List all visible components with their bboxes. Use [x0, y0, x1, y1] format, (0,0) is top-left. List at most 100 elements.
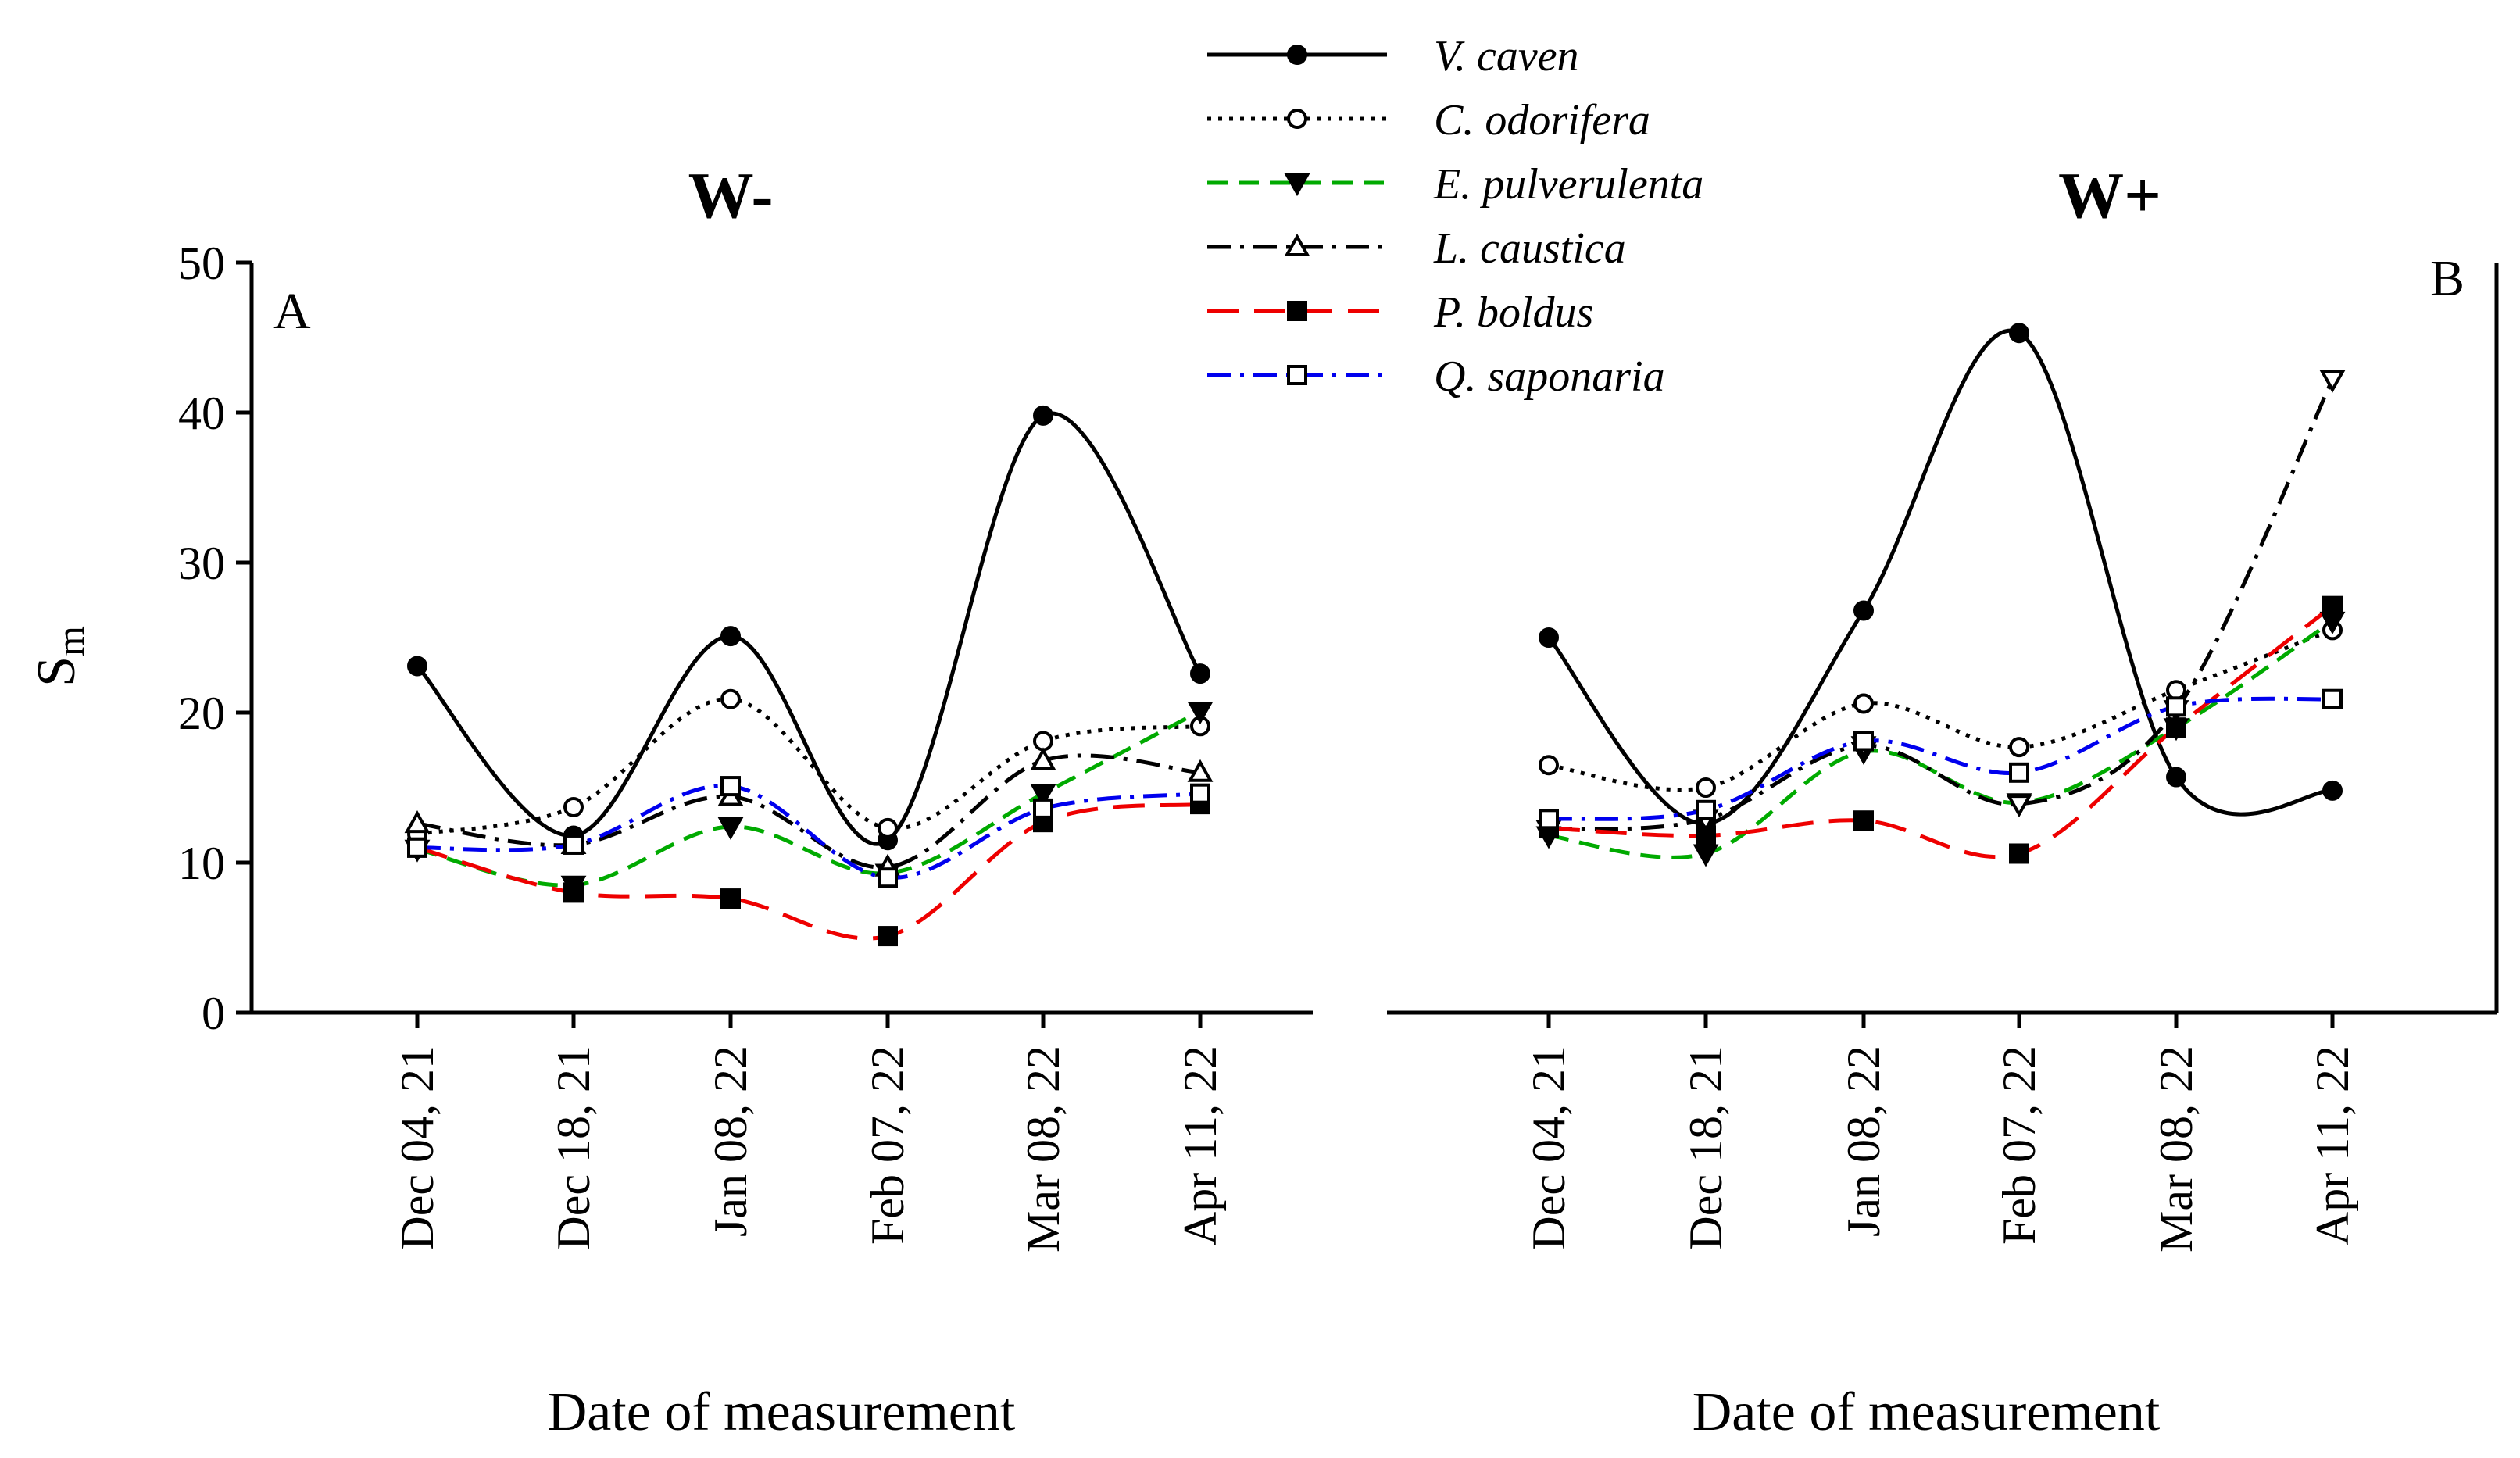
series-line-b-3: [1548, 378, 2335, 832]
legend-label-2: E. pulverulenta: [1433, 160, 1703, 209]
panel-a-series: [404, 405, 1214, 947]
panel-b-x-axis-title: Date of measurement: [1693, 1382, 2161, 1442]
data-point-b-2-1: [1693, 844, 1719, 867]
data-point-a-5-2: [720, 776, 741, 797]
panel-a-x-axis-title: Date of measurement: [548, 1382, 1016, 1442]
y-axis-title-main: S: [27, 656, 87, 687]
data-point-a-5-4: [1033, 798, 1053, 819]
data-point-a-0-5: [1190, 663, 1210, 684]
data-point-b-0-2: [1853, 600, 1874, 621]
data-point-a-5-1: [563, 834, 584, 855]
data-point-a-4-2: [720, 888, 741, 909]
data-point-b-4-5: [2322, 595, 2343, 616]
data-point-a-3-0: [404, 810, 431, 834]
data-point-b-1-1: [1696, 777, 1716, 798]
data-point-b-3-5: [2319, 370, 2346, 393]
data-point-a-2-5: [1187, 702, 1214, 725]
series-line-b-2: [1548, 619, 2334, 859]
panel-a-x-ticks: Dec 04, 21 Dec 18, 21 Jan 08, 22 Feb 07, 22…: [391, 1013, 1226, 1253]
data-point-a-0-0: [407, 656, 427, 677]
data-point-b-5-3: [2009, 762, 2029, 783]
panel-a-title: W-: [688, 159, 774, 232]
data-point-a-1-3: [878, 817, 898, 838]
data-point-a-2-2: [717, 817, 744, 840]
data-point-a-1-2: [720, 688, 741, 709]
y-tick-label: 30: [178, 538, 225, 589]
data-point-b-0-3: [2009, 323, 2029, 344]
series-line-b-5: [1548, 696, 2333, 821]
legend-label-5: Q. saponaria: [1434, 352, 1665, 401]
x-tick-label: Feb 07, 22: [862, 1045, 913, 1245]
x-tick-label: Apr 11, 22: [1174, 1045, 1226, 1245]
data-point-b-1-3: [2009, 737, 2029, 758]
data-point-b-5-1: [1696, 799, 1716, 820]
series-line-b-1: [1548, 628, 2333, 792]
data-point-b-5-2: [1853, 731, 1874, 752]
x-tick-label: Dec 18, 21: [1680, 1045, 1732, 1250]
data-point-b-4-3: [2009, 843, 2029, 864]
y-tick-label: 50: [178, 238, 225, 289]
x-tick-label: Mar 08, 22: [2150, 1045, 2202, 1253]
data-point-b-4-4: [2166, 717, 2186, 738]
legend-marker-4: [1287, 301, 1307, 321]
data-point-a-5-0: [407, 837, 427, 858]
x-tick-label: Feb 07, 22: [1993, 1045, 2045, 1245]
data-point-a-5-3: [878, 867, 898, 888]
series-line-a-1: [416, 697, 1201, 836]
legend-label-4: P. boldus: [1433, 288, 1593, 337]
legend-marker-5: [1287, 365, 1307, 385]
x-tick-label: Apr 11, 22: [2307, 1045, 2358, 1245]
panel-a-letter: A: [273, 283, 311, 340]
panel-a-y-ticks: 0 10 20 30 40 50: [178, 238, 252, 1039]
data-point-b-5-4: [2166, 696, 2186, 717]
legend: V. caven C. odorifera E. pulverulenta L. ca…: [1207, 32, 1703, 401]
data-point-a-3-4: [1030, 747, 1056, 770]
x-tick-label: Dec 04, 21: [1523, 1045, 1575, 1250]
x-tick-label: Dec 04, 21: [391, 1045, 443, 1250]
data-point-b-1-2: [1853, 693, 1874, 714]
series-line-b-0: [1547, 328, 2333, 826]
legend-marker-2: [1284, 173, 1310, 197]
series-line-a-2: [416, 709, 1202, 888]
legend-marker-1: [1287, 109, 1307, 129]
data-point-b-5-0: [1539, 809, 1559, 830]
y-tick-label: 20: [178, 688, 225, 739]
panel-b-series: [1535, 323, 2346, 867]
legend-marker-0: [1287, 45, 1307, 65]
panel-a-y-axis-title: Sm: [27, 626, 92, 687]
panel-b-x-ticks: Dec 04, 21 Dec 18, 21 Jan 08, 22 Feb 07, 22…: [1523, 1013, 2358, 1253]
data-point-a-1-4: [1033, 731, 1053, 752]
x-tick-label: Jan 08, 22: [705, 1045, 756, 1237]
legend-label-3: L. caustica: [1433, 224, 1626, 273]
data-point-a-4-1: [563, 882, 584, 903]
y-tick-label: 0: [202, 988, 225, 1039]
legend-label-1: C. odorifera: [1434, 96, 1650, 145]
data-point-a-0-2: [720, 626, 741, 647]
data-point-b-1-0: [1539, 755, 1559, 776]
y-tick-label: 10: [178, 838, 225, 889]
data-point-a-3-5: [1187, 759, 1214, 782]
panel-b-letter: B: [2430, 250, 2465, 307]
series-line-a-0: [416, 411, 1203, 846]
series-line-a-5: [416, 784, 1201, 880]
data-point-b-4-2: [1853, 810, 1874, 831]
y-tick-label: 40: [178, 388, 225, 439]
data-point-a-1-1: [563, 796, 584, 817]
panel-b-chart: W+ B Dec 04, 21 Dec 18, 21 Jan 08, 22 Feb 0…: [1387, 159, 2499, 1442]
data-point-a-5-5: [1190, 783, 1210, 804]
x-tick-label: Mar 08, 22: [1017, 1045, 1069, 1253]
data-point-b-1-4: [2166, 680, 2186, 701]
panel-a-chart: W- A 0 10 20 30 40 50 Dec 04, 21 Dec 18, 21 Jan…: [27, 159, 1313, 1442]
legend-label-0: V. caven: [1434, 32, 1579, 80]
legend-marker-3: [1284, 233, 1310, 256]
data-point-b-0-5: [2322, 780, 2343, 801]
data-point-a-0-4: [1033, 405, 1053, 426]
y-axis-title-subscript: m: [48, 626, 92, 656]
data-point-a-2-4: [1030, 784, 1056, 807]
data-point-b-4-1: [1696, 825, 1716, 846]
data-point-a-4-3: [878, 926, 898, 947]
panel-b-title: W+: [2058, 159, 2161, 232]
data-point-b-5-5: [2322, 688, 2343, 709]
series-line-b-4: [1548, 604, 2334, 859]
